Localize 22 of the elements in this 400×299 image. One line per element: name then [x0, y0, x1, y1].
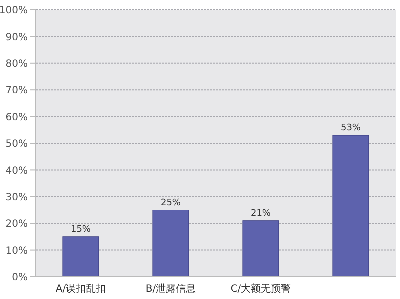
x-tick-label: C/大额无预警 — [230, 283, 292, 296]
data-label: 15% — [70, 224, 92, 235]
y-tick-label: 50% — [6, 139, 28, 150]
y-tick-label: 100% — [0, 6, 28, 17]
y-tick-label: 40% — [6, 166, 28, 177]
data-label: 53% — [340, 123, 362, 134]
data-label: 21% — [250, 208, 272, 219]
y-tick-label: 70% — [6, 86, 28, 97]
y-tick-label: 0% — [12, 272, 28, 284]
bar — [332, 135, 370, 277]
bar — [62, 236, 100, 277]
data-label: 25% — [160, 198, 182, 208]
bar — [152, 210, 190, 277]
x-tick-label: A/误扣乱扣 — [56, 283, 106, 296]
y-tick-label: 80% — [6, 58, 28, 70]
y-tick-label: 10% — [6, 246, 28, 257]
y-tick-label: 60% — [6, 112, 28, 124]
y-tick-label: 90% — [6, 32, 28, 44]
bar — [242, 220, 280, 277]
y-tick-label: 30% — [6, 192, 28, 204]
x-tick-label: B/泄露信息 — [146, 283, 196, 296]
y-tick-label: 20% — [6, 219, 28, 230]
